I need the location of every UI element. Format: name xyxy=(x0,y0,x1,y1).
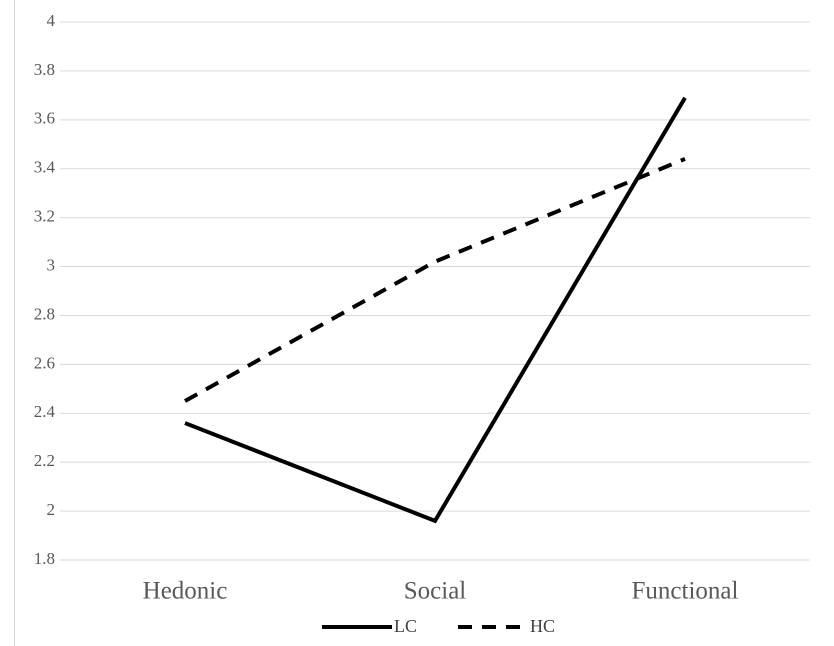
legend-label: LC xyxy=(394,616,417,636)
y-tick-label: 2.2 xyxy=(34,451,55,470)
y-tick-label: 2.8 xyxy=(34,304,55,323)
x-tick-label: Hedonic xyxy=(143,578,228,605)
y-tick-label: 3.2 xyxy=(34,207,55,226)
legend-label: HC xyxy=(530,616,555,636)
line-series xyxy=(184,96,687,524)
y-tick-label: 4 xyxy=(47,11,56,30)
y-tick-label: 3.8 xyxy=(34,60,55,79)
y-tick-label: 2.6 xyxy=(34,353,55,372)
y-tick-label: 3 xyxy=(47,255,56,274)
y-tick-label: 3.6 xyxy=(34,109,55,128)
y-tick-label: 2 xyxy=(47,500,56,519)
chart-frame xyxy=(14,0,15,646)
y-tick-label: 1.8 xyxy=(34,549,55,568)
y-tick-label: 2.4 xyxy=(34,402,56,421)
y-tick-label: 3.4 xyxy=(34,158,56,177)
line-series xyxy=(184,157,686,403)
x-tick-label: Functional xyxy=(632,578,739,605)
x-tick-label: Social xyxy=(404,578,467,605)
